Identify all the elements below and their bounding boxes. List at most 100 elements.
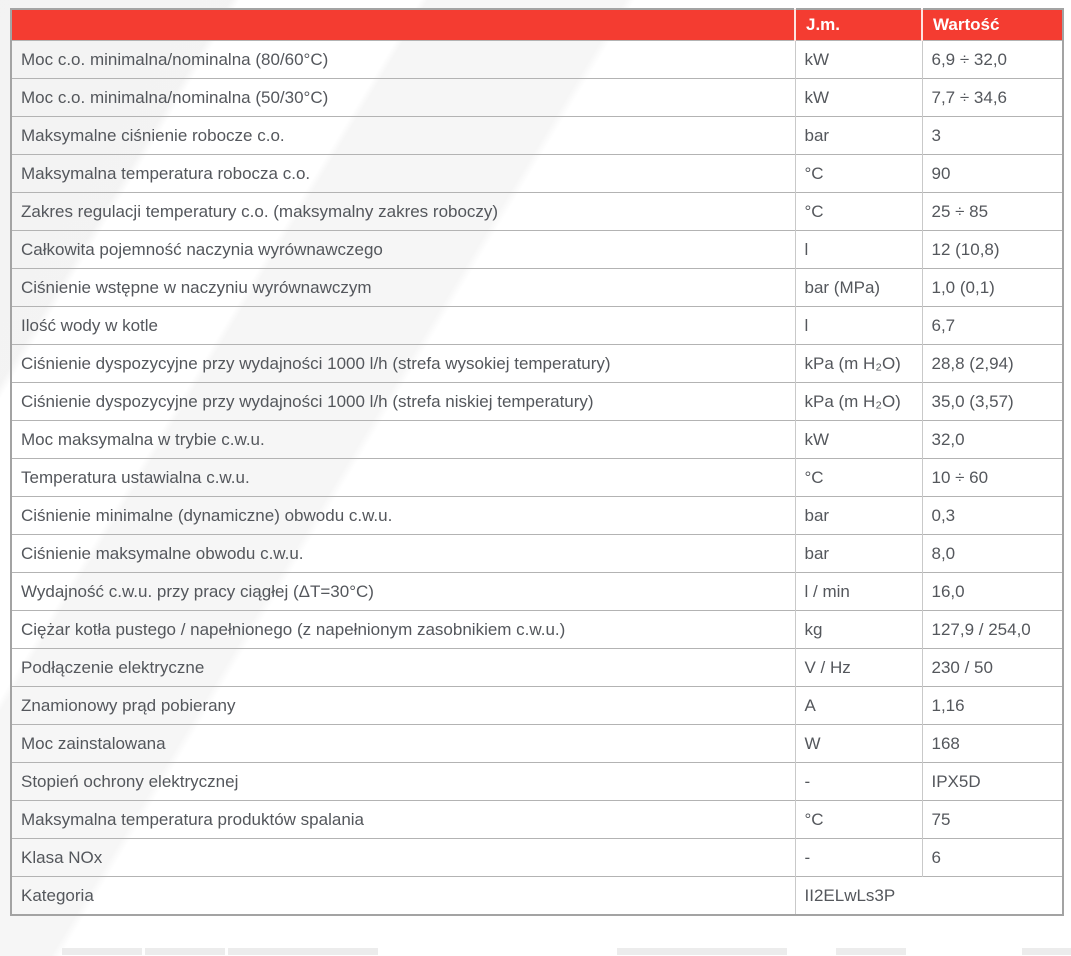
cell-value: 25 ÷ 85 [921,192,1063,231]
table-row: Stopień ochrony elektrycznej - IPX5D [11,762,1063,801]
table-row: Maksymalna temperatura robocza c.o. °C 90 [11,154,1063,193]
table-row: Moc zainstalowana W 168 [11,724,1063,763]
cell-unit: l / min [794,572,922,611]
cell-parameter: Moc zainstalowana [11,724,795,763]
cell-value: 16,0 [921,572,1063,611]
table-row: Moc c.o. minimalna/nominalna (80/60°C) kW… [11,40,1063,79]
cell-unit: kPa (m H₂O) [794,344,922,383]
cell-value: IPX5D [921,762,1063,801]
cutoff-block [228,948,378,955]
cell-value: 35,0 (3,57) [921,382,1063,421]
cell-unit: kW [794,78,922,117]
cell-parameter: Maksymalna temperatura robocza c.o. [11,154,795,193]
cell-unit: bar (MPa) [794,268,922,307]
cell-value: 32,0 [921,420,1063,459]
cell-unit: bar [794,496,922,535]
cell-parameter: Moc c.o. minimalna/nominalna (80/60°C) [11,40,795,79]
cell-unit: kPa (m H₂O) [794,382,922,421]
cell-parameter: Maksymalne ciśnienie robocze c.o. [11,116,795,155]
cell-parameter: Moc maksymalna w trybie c.w.u. [11,420,795,459]
cell-value: 10 ÷ 60 [921,458,1063,497]
table-row: Temperatura ustawialna c.w.u. °C 10 ÷ 60 [11,458,1063,497]
cell-parameter: Podłączenie elektryczne [11,648,795,687]
table-row: Ciśnienie wstępne w naczyniu wyrównawczy… [11,268,1063,307]
table-row: Maksymalne ciśnienie robocze c.o. bar 3 [11,116,1063,155]
cutoff-block [617,948,787,955]
table-row: Wydajność c.w.u. przy pracy ciągłej (ΔT=… [11,572,1063,611]
table-header-row: J.m. Wartość [11,9,1063,41]
cell-value: 1,0 (0,1) [921,268,1063,307]
cell-unit: bar [794,534,922,573]
table-row: Moc c.o. minimalna/nominalna (50/30°C) kW… [11,78,1063,117]
cutoff-block [62,948,142,955]
cell-unit: - [794,838,922,877]
cell-unit: °C [794,458,922,497]
cell-value: 75 [921,800,1063,839]
cell-unit: kW [794,40,922,79]
cell-value: 6,7 [921,306,1063,345]
table-row: Zakres regulacji temperatury c.o. (maksy… [11,192,1063,231]
table-row: Ciśnienie dyspozycyjne przy wydajności 1… [11,344,1063,383]
cell-value: 28,8 (2,94) [921,344,1063,383]
table-row: Znamionowy prąd pobierany A 1,16 [11,686,1063,725]
cell-unit: W [794,724,922,763]
table-row: Klasa NOx -6 [11,838,1063,877]
cell-value: 6,9 ÷ 32,0 [921,40,1063,79]
table-row: Moc maksymalna w trybie c.w.u. kW 32,0 [11,420,1063,459]
cell-parameter: Znamionowy prąd pobierany [11,686,795,725]
cell-parameter: Maksymalna temperatura produktów spalani… [11,800,795,839]
cutoff-block [836,948,906,955]
cell-value: 6 [921,838,1063,877]
cell-unit: V / Hz [794,648,922,687]
cutoff-block [145,948,225,955]
table-row: Ciężar kotła pustego / napełnionego (z n… [11,610,1063,649]
cell-parameter: Ciśnienie dyspozycyjne przy wydajności 1… [11,382,795,421]
header-cell-parameter [11,9,795,41]
table-row: Kategoria II2ELwLs3P [11,876,1063,915]
cell-value: 0,3 [921,496,1063,535]
spec-table-body: Moc c.o. minimalna/nominalna (80/60°C) kW… [11,40,1063,915]
table-row: Maksymalna temperatura produktów spalani… [11,800,1063,839]
table-row: Ilość wody w kotle l 6,7 [11,306,1063,345]
cell-parameter: Kategoria [11,876,795,915]
cell-parameter: Ciśnienie maksymalne obwodu c.w.u. [11,534,795,573]
cell-parameter: Ciśnienie dyspozycyjne przy wydajności 1… [11,344,795,383]
cell-unit: °C [794,800,922,839]
cell-parameter: Całkowita pojemność naczynia wyrównawcze… [11,230,795,269]
cell-unit: l [794,306,922,345]
cell-unit: °C [794,154,922,193]
cell-parameter: Stopień ochrony elektrycznej [11,762,795,801]
cell-parameter: Ciśnienie wstępne w naczyniu wyrównawczy… [11,268,795,307]
cell-parameter: Ciężar kotła pustego / napełnionego (z n… [11,610,795,649]
cell-unit: kg [794,610,922,649]
cell-unit: - [794,762,922,801]
cell-unit: l [794,230,922,269]
table-row: Ciśnienie dyspozycyjne przy wydajności 1… [11,382,1063,421]
cell-parameter: Temperatura ustawialna c.w.u. [11,458,795,497]
cell-unit: kW [794,420,922,459]
cell-parameter: Wydajność c.w.u. przy pracy ciągłej (ΔT=… [11,572,795,611]
table-row: Ciśnienie maksymalne obwodu c.w.u. bar 8,0 [11,534,1063,573]
table-row: Podłączenie elektryczne V / Hz 230 / 50 [11,648,1063,687]
table-row: Ciśnienie minimalne (dynamiczne) obwodu … [11,496,1063,535]
cell-parameter: Klasa NOx [11,838,795,877]
cell-value: 12 (10,8) [921,230,1063,269]
cell-parameter: Zakres regulacji temperatury c.o. (maksy… [11,192,795,231]
cell-parameter: Ciśnienie minimalne (dynamiczne) obwodu … [11,496,795,535]
cell-unit: bar [794,116,922,155]
cell-value-spanning: II2ELwLs3P [794,876,1063,915]
cell-parameter: Moc c.o. minimalna/nominalna (50/30°C) [11,78,795,117]
header-cell-value: Wartość [921,9,1063,41]
cutoff-content-strip [0,948,1071,956]
cell-unit: °C [794,192,922,231]
table-row: Całkowita pojemność naczynia wyrównawcze… [11,230,1063,269]
cell-value: 1,16 [921,686,1063,725]
cell-value: 230 / 50 [921,648,1063,687]
cell-value: 8,0 [921,534,1063,573]
cell-value: 168 [921,724,1063,763]
cutoff-block [1022,948,1071,955]
cell-value: 7,7 ÷ 34,6 [921,78,1063,117]
cell-value: 127,9 / 254,0 [921,610,1063,649]
cell-parameter: Ilość wody w kotle [11,306,795,345]
